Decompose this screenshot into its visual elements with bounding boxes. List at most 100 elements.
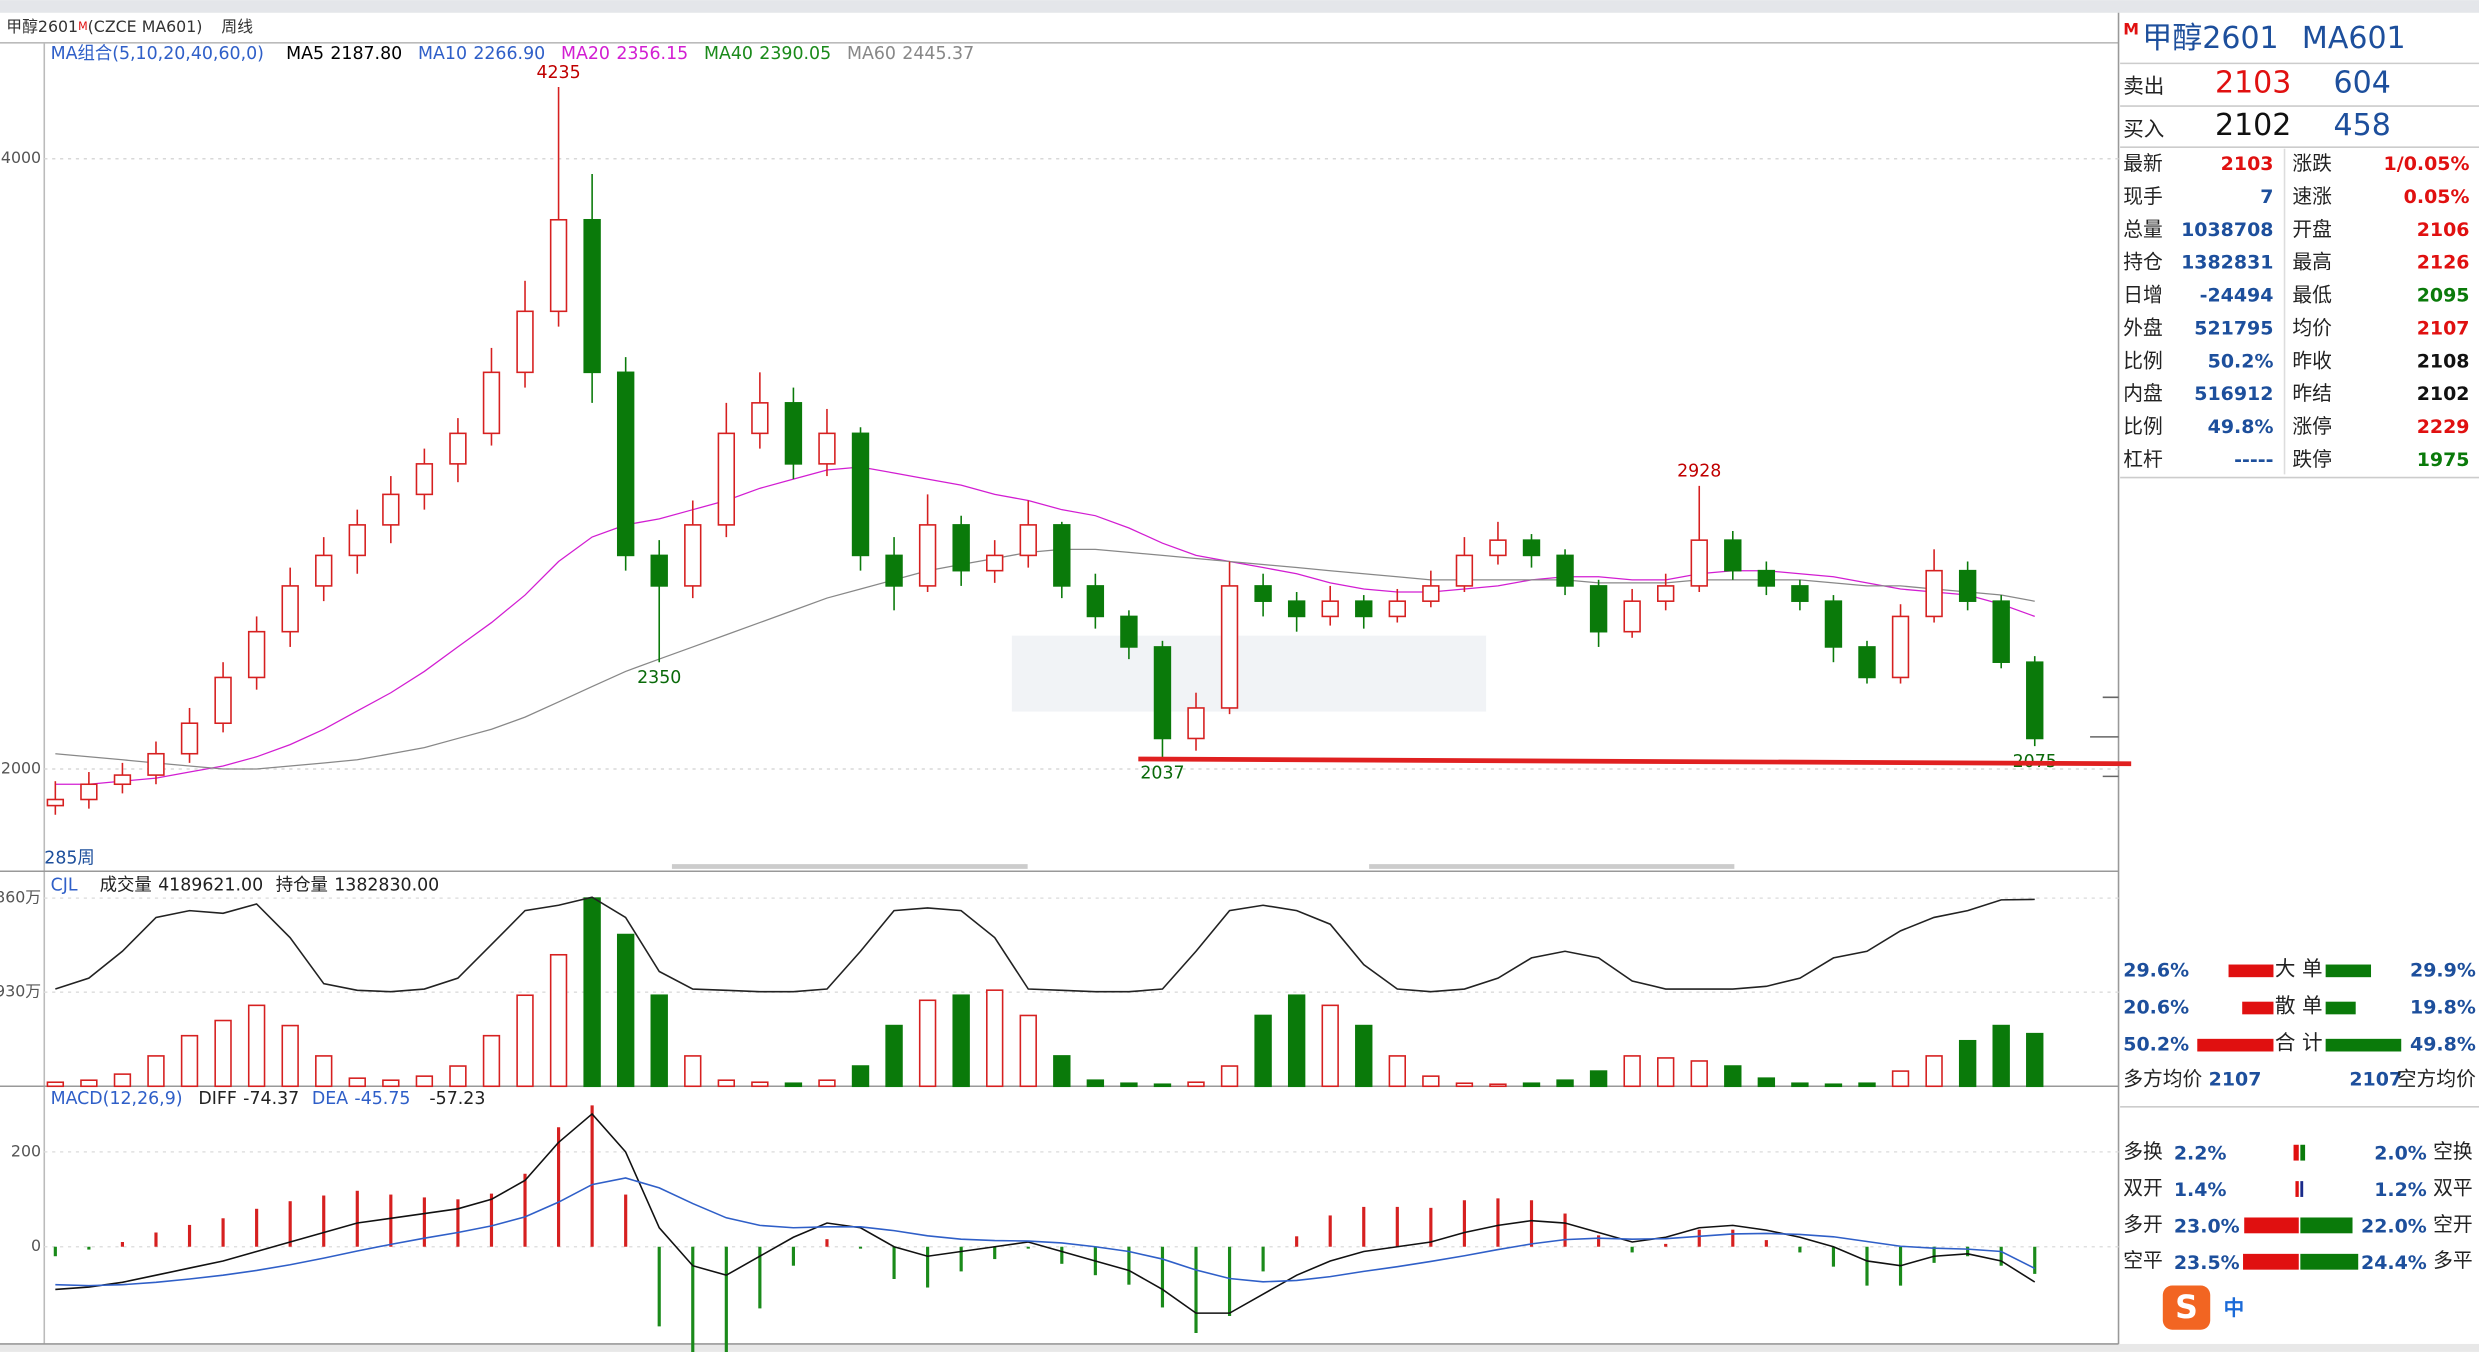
buy-pct: 29.6% (2123, 959, 2189, 981)
candle-body (1925, 569, 1943, 618)
candle-body (1422, 585, 1440, 602)
volume-bar (616, 933, 635, 1088)
volume-bar (180, 1034, 199, 1088)
change-pct: 23.5% (2174, 1252, 2240, 1274)
candle-body (583, 218, 601, 374)
sell-pct: 49.8% (2410, 1034, 2476, 1056)
bottom-strip (0, 1343, 2479, 1352)
field-value: 0.05% (2404, 186, 2470, 208)
ma-value: 2187.80 (330, 44, 402, 64)
volume-bar (1522, 1082, 1541, 1088)
volume-bar (684, 1055, 702, 1088)
candle-body (1556, 554, 1574, 587)
field-value: 49.8% (2208, 416, 2274, 438)
dea-label: DEA (312, 1089, 348, 1109)
volume-bar (1355, 1024, 1373, 1088)
ma-name: MA10 (418, 44, 467, 64)
change-bar (2293, 1144, 2299, 1161)
period[interactable]: 周线 (221, 17, 253, 36)
field-value: ----- (2234, 449, 2273, 471)
volume-bar (986, 989, 1004, 1088)
indicator-name[interactable]: CJL (51, 875, 78, 895)
extreme-label: 2350 (637, 668, 681, 688)
diff-line (55, 1112, 2036, 1314)
bullet-dot: 甲醇2601 (6, 17, 78, 36)
ime-language[interactable]: 中 (2224, 1296, 2245, 1320)
ma-name: MA60 (847, 44, 896, 64)
diff-label: DIFF (198, 1089, 237, 1109)
buy-bar (2242, 1001, 2274, 1015)
volume-bar (1153, 1083, 1172, 1088)
dea-line (55, 1177, 2036, 1287)
volume-bar (315, 1055, 333, 1088)
ma-line (55, 466, 2035, 785)
candle-body (80, 783, 98, 801)
candle-body (1489, 539, 1507, 557)
volume-bar (1757, 1077, 1776, 1088)
indicator-name[interactable]: MACD(12,26,9) (51, 1089, 183, 1109)
candle-body (918, 524, 937, 587)
candle-body (1757, 569, 1776, 587)
field-label: 内盘 (2123, 382, 2163, 405)
change-label: 多平 (2433, 1249, 2473, 1272)
change-bar (2300, 1144, 2306, 1161)
volume-bar (247, 1004, 266, 1088)
candle-body (1958, 569, 1977, 602)
volume-bar (449, 1065, 467, 1088)
ime-logo[interactable] (2162, 1285, 2211, 1330)
field-label: 涨跌 (2292, 152, 2332, 175)
volume-bar (717, 1079, 736, 1088)
candle-body (1287, 600, 1306, 618)
macd-value: -57.23 (429, 1089, 485, 1109)
candle-body (516, 310, 534, 374)
candle-body (1220, 585, 1239, 709)
field-label: 持仓 (2123, 251, 2163, 274)
candle-body (147, 752, 165, 776)
field-label: 比例 (2123, 349, 2163, 372)
volume-bar (1019, 1014, 1037, 1088)
avg-value: 2107 (2349, 1068, 2402, 1090)
candle-body (1187, 707, 1205, 740)
field-value: 2108 (2417, 350, 2470, 372)
candle-body (684, 524, 702, 587)
field-label: 涨停 (2292, 415, 2332, 438)
bid-label: 买入 (2123, 117, 2164, 141)
field-value: 2095 (2417, 285, 2470, 307)
flow-label: 合 计 (2275, 1031, 2323, 1055)
ask-price: 2103 (2215, 65, 2291, 100)
candle-body (1891, 615, 1910, 679)
sell-pct: 19.8% (2410, 997, 2476, 1019)
volume-bar (113, 1073, 132, 1088)
bid-price: 2102 (2215, 108, 2291, 143)
candle-body (549, 218, 568, 313)
dea-value: -45.75 (354, 1089, 410, 1109)
y-tick-label: 4000 (1, 148, 41, 167)
change-label: 多换 (2123, 1140, 2163, 1163)
volume-bar (1422, 1075, 1440, 1088)
candle-body (1791, 585, 1809, 602)
ma-value: 2445.37 (902, 44, 974, 64)
change-label: 多开 (2123, 1213, 2163, 1236)
field-value: 1975 (2417, 449, 2470, 471)
candle-body (1992, 600, 2010, 663)
volume-bar (851, 1065, 870, 1088)
flag: M (2123, 20, 2139, 39)
candle-body (1623, 600, 1641, 633)
change-pct: 2.2% (2174, 1143, 2227, 1165)
volume-bar (214, 1019, 232, 1088)
ime-icons[interactable] (2261, 1297, 2451, 1319)
blurred-overlay (1011, 635, 1487, 712)
volume-bar (2026, 1032, 2044, 1088)
volume-bar (1824, 1083, 1843, 1088)
field-value: 521795 (2194, 317, 2273, 339)
candle-body (1690, 539, 1708, 587)
field-value: 2126 (2417, 252, 2470, 274)
y-tick-label: 0 (31, 1236, 41, 1255)
avg-value: 2107 (2209, 1068, 2262, 1090)
field-label: 日增 (2123, 284, 2163, 307)
candle-body (1120, 615, 1138, 648)
field-label: 速涨 (2292, 185, 2332, 208)
candle-body (113, 774, 132, 786)
candle-body (1388, 600, 1407, 618)
ma-legend-title[interactable]: MA组合(5,10,20,40,60,0) (51, 44, 264, 64)
